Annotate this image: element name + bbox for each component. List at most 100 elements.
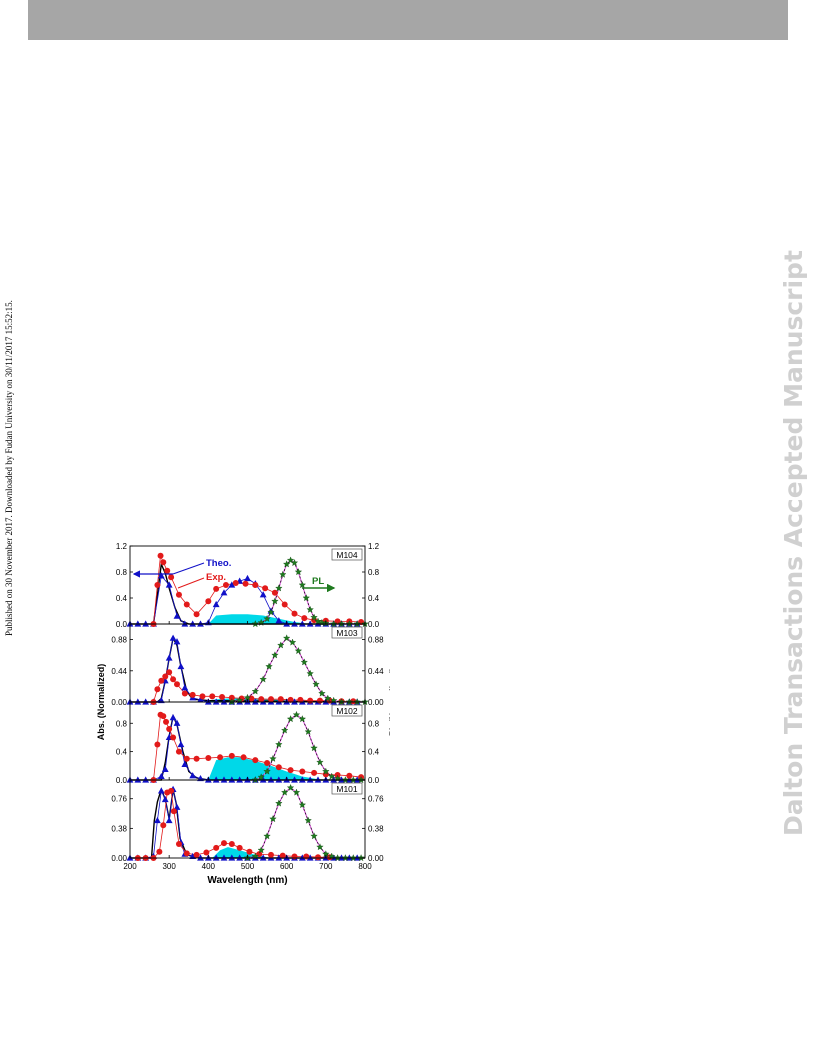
theo-point	[330, 776, 338, 783]
exp-point	[160, 559, 167, 566]
pl-dash-m102	[255, 714, 362, 781]
exp-point	[297, 696, 304, 703]
exp-point	[299, 768, 306, 775]
exp-annotation: Exp.	[206, 572, 226, 583]
exp-point	[170, 734, 177, 741]
pl-point	[298, 581, 306, 589]
theo-point	[173, 719, 181, 726]
theo-point	[259, 854, 267, 861]
exp-point	[252, 582, 259, 588]
theo-point	[314, 776, 322, 783]
exp-point	[291, 610, 298, 617]
exp-point	[168, 574, 175, 581]
exp-point	[203, 849, 210, 856]
exp-point	[240, 754, 247, 761]
theo-point	[142, 620, 150, 627]
exp-point	[303, 853, 310, 860]
theo-point	[134, 776, 142, 783]
x-tick-label: 400	[202, 862, 216, 871]
x-tick-label: 600	[280, 862, 294, 871]
theo-point	[291, 620, 298, 627]
pl-point	[314, 617, 322, 625]
exp-point	[246, 848, 253, 855]
pl-point	[304, 728, 312, 735]
x-tick-label: 500	[241, 862, 255, 871]
theo-point	[251, 698, 259, 705]
theo-point	[197, 854, 204, 861]
pl-point	[322, 767, 330, 775]
fill-area-m101	[212, 847, 287, 858]
theo-point	[173, 638, 181, 645]
y-tick-label-right: 1.2	[368, 542, 380, 551]
pl-point	[302, 594, 310, 602]
theo-point	[306, 776, 314, 783]
exp-point	[175, 748, 182, 755]
exp-point	[217, 754, 224, 761]
pl-point	[257, 846, 265, 854]
exp-point	[160, 822, 167, 829]
theo-point	[353, 854, 361, 861]
exp-point	[189, 691, 196, 698]
exp-point	[350, 698, 357, 705]
pl-point	[263, 767, 271, 775]
theo-point	[345, 854, 353, 861]
theo-point	[236, 776, 244, 783]
theo-point	[157, 772, 165, 780]
y-tick-label-left: 0.0	[116, 776, 128, 785]
exp-point	[222, 582, 229, 588]
theo-point	[244, 574, 251, 582]
x-tick-label: 700	[319, 862, 333, 871]
exp-point	[193, 851, 200, 858]
theo-point	[275, 698, 283, 705]
exp-point	[193, 755, 200, 762]
exp-point	[262, 585, 269, 592]
y-tick-label-right: 0.88	[368, 636, 384, 645]
pl-line-m101	[247, 787, 362, 859]
exp-point	[228, 840, 235, 847]
exp-point	[287, 696, 294, 703]
theo-point	[189, 620, 197, 627]
exp-point	[252, 757, 259, 764]
y-tick-label-left: 0.44	[111, 667, 127, 676]
exp-point	[162, 673, 169, 680]
y-tick-label-left: 0.00	[111, 854, 127, 863]
exp-point	[199, 693, 206, 700]
panel-frame-m103	[129, 623, 366, 703]
exp-point	[228, 694, 235, 701]
theo-point	[197, 620, 204, 627]
pl-point	[269, 754, 277, 762]
theo-point	[236, 854, 244, 861]
pl-point	[269, 815, 277, 823]
theo-point	[177, 662, 185, 670]
exp-point	[166, 725, 173, 732]
exp-point	[174, 681, 180, 688]
pl-point	[292, 788, 301, 796]
exp-point	[281, 601, 288, 608]
exp-point	[268, 851, 274, 858]
theo-point	[157, 787, 165, 794]
theo-point	[338, 776, 345, 783]
exp-point	[307, 697, 314, 704]
exp-point	[158, 677, 165, 684]
exp-point	[301, 615, 308, 622]
exp-point	[156, 848, 163, 855]
exp-point	[268, 696, 274, 703]
y-tick-label-right: 0.00	[368, 854, 384, 863]
pl-point	[294, 568, 303, 576]
x-tick-label: 800	[358, 862, 372, 871]
pl-point	[275, 799, 283, 807]
exp-point	[291, 853, 298, 860]
pl-point	[271, 597, 279, 605]
pl-point	[279, 570, 287, 578]
exp-point	[316, 697, 323, 704]
y-tick-label-left: 0.8	[116, 568, 128, 577]
y-axis-label-right: PL (Normalized)	[388, 668, 390, 736]
y-tick-label-right: 0.8	[368, 719, 380, 728]
theo-point	[212, 854, 220, 861]
pl-point	[310, 832, 318, 840]
pl-point	[275, 584, 283, 592]
exp-point	[315, 854, 321, 861]
theo-point	[275, 854, 283, 861]
pl-point	[328, 772, 336, 780]
